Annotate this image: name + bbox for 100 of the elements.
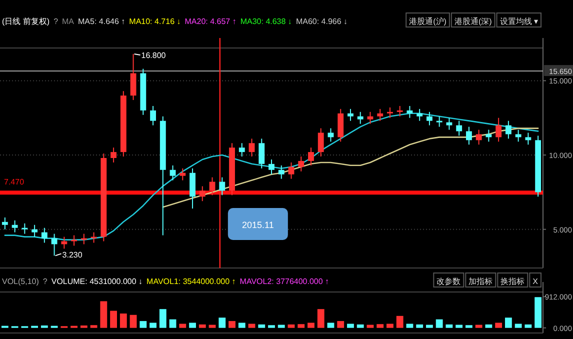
candlestick [248, 138, 255, 158]
bar [248, 324, 256, 328]
bar [90, 325, 98, 328]
candlestick [416, 108, 423, 122]
candlestick [436, 116, 442, 128]
annotation: 2015.11 [242, 220, 274, 230]
candlestick [505, 120, 512, 140]
candlestick [238, 142, 245, 158]
bar [159, 309, 166, 328]
bar [504, 318, 512, 328]
candlestick [258, 138, 265, 169]
candlestick [80, 233, 87, 245]
candlestick [328, 128, 334, 142]
candlestick [130, 53, 136, 101]
text: 改参数 [436, 277, 461, 286]
candlestick [32, 224, 38, 238]
bar [426, 324, 433, 328]
candlestick [396, 105, 403, 117]
text: 加指标 [468, 277, 493, 286]
text: ? [42, 277, 48, 286]
candlestick [298, 156, 304, 172]
bar [80, 325, 88, 328]
chart-title: (日线 前复权) [2, 17, 50, 26]
bar [120, 314, 127, 328]
candlestick [476, 129, 482, 146]
text: 换指标 [500, 277, 525, 286]
bar [446, 324, 453, 328]
candlestick [150, 105, 156, 126]
bar [298, 324, 305, 328]
text: 港股通(沪) [409, 17, 447, 26]
bar [317, 309, 324, 328]
bar [40, 325, 48, 328]
bar [396, 316, 404, 328]
bar [110, 310, 117, 328]
bar [366, 324, 374, 328]
text: MA20: 4.657 ↑ [184, 17, 236, 26]
text: 设置均线 ▾ [500, 17, 538, 26]
candlestick [338, 108, 344, 142]
bar [337, 321, 344, 328]
bar [100, 301, 108, 328]
bar [524, 324, 532, 328]
bar [278, 324, 285, 328]
candlestick [190, 168, 196, 210]
candlestick [268, 158, 274, 175]
bar [238, 322, 246, 328]
bar [268, 325, 275, 328]
candlestick [278, 164, 284, 180]
text: MA [62, 17, 75, 26]
candlestick [219, 176, 226, 196]
bar [466, 325, 472, 328]
bar [386, 324, 394, 328]
text: X [532, 277, 539, 286]
text: MAVOL1: 3544000.000 ↑ [146, 277, 236, 286]
candlestick [288, 162, 294, 180]
candlestick [41, 227, 48, 244]
candlestick [348, 108, 354, 122]
bar [347, 324, 354, 328]
candlestick [318, 128, 324, 158]
candlestick [170, 164, 176, 181]
bar [208, 324, 216, 328]
candlestick [357, 111, 364, 124]
text: VOLUME: 4531000.000 ↓ [51, 277, 143, 286]
candlestick [367, 111, 374, 124]
annotation: 16.800 [141, 50, 166, 60]
candlestick [308, 147, 314, 166]
bar [140, 321, 147, 328]
bar [485, 324, 492, 328]
candlestick [486, 129, 492, 142]
bar [189, 322, 196, 328]
candlestick [387, 106, 393, 118]
bar [150, 322, 156, 328]
candlestick [2, 216, 8, 230]
bar [258, 324, 266, 328]
candlestick [525, 132, 532, 146]
candlestick [90, 232, 97, 244]
bar [179, 324, 186, 328]
text: MA30: 4.638 ↓ [240, 17, 292, 26]
bar [514, 324, 522, 328]
bar [406, 324, 414, 328]
candlestick [406, 105, 413, 118]
bar [376, 324, 384, 328]
candlestick [12, 220, 18, 233]
bar [228, 321, 236, 328]
bar [308, 322, 314, 328]
candlestick [377, 108, 384, 122]
candlestick [110, 147, 116, 163]
text: ? [54, 17, 59, 26]
bar [327, 322, 334, 328]
candlestick [180, 168, 186, 181]
annotation: 3.230 [62, 250, 83, 260]
bar [130, 314, 137, 328]
bar [495, 322, 502, 328]
bar [436, 319, 443, 328]
bar [288, 324, 295, 328]
bar [475, 324, 482, 328]
text: MA60: 4.966 ↓ [296, 17, 348, 26]
bar [534, 297, 542, 328]
text: MA5: 4.646 ↑ [78, 17, 126, 26]
bar [416, 324, 424, 328]
candlestick [515, 129, 522, 142]
